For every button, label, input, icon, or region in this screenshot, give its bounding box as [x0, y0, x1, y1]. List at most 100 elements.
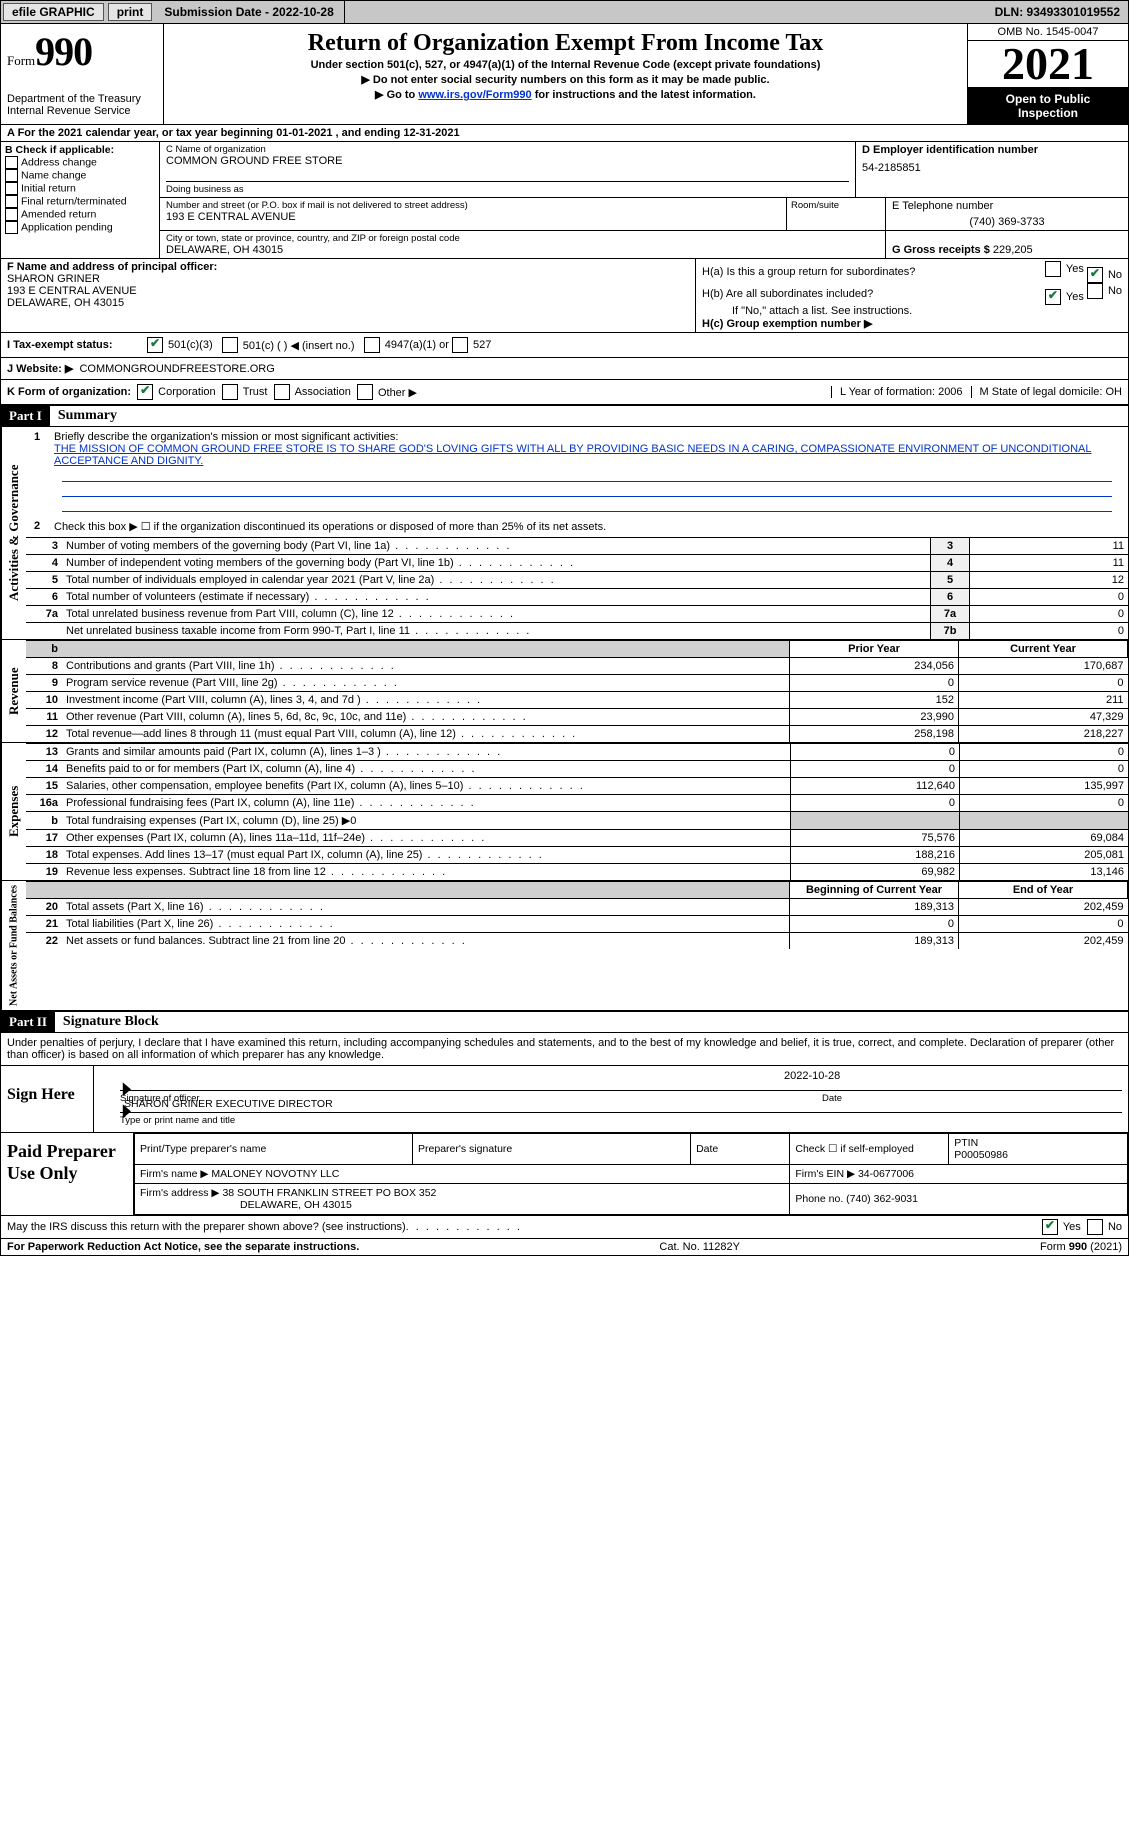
chk-name-change[interactable]: Name change [5, 169, 155, 182]
dept-treasury: Department of the Treasury [7, 93, 157, 105]
org-name: COMMON GROUND FREE STORE [166, 155, 849, 167]
sig-line-2: SHARON GRINER EXECUTIVE DIRECTOR [120, 1112, 1122, 1113]
line-a-calendar-year: A For the 2021 calendar year, or tax yea… [0, 125, 1129, 142]
table-row: 19 Revenue less expenses. Subtract line … [26, 864, 1128, 881]
table-row: 11 Other revenue (Part VIII, column (A),… [26, 709, 1128, 726]
h-b-no[interactable]: No [1087, 283, 1122, 299]
penalty-statement: Under penalties of perjury, I declare th… [0, 1033, 1129, 1066]
line-2-num: 2 [34, 520, 40, 532]
city-label: City or town, state or province, country… [166, 233, 879, 244]
chk-amended[interactable]: Amended return [5, 208, 155, 221]
irs-link[interactable]: www.irs.gov/Form990 [418, 89, 531, 101]
chk-final-return[interactable]: Final return/terminated [5, 195, 155, 208]
mission-rule-3 [62, 497, 1112, 512]
eoy-hdr: End of Year [959, 882, 1128, 899]
dba-label: Doing business as [166, 181, 849, 195]
web-label: J Website: ▶ [7, 362, 73, 375]
chk-527[interactable]: 527 [452, 337, 491, 353]
paid-row-3: Firm's address ▶ 38 SOUTH FRANKLIN STREE… [135, 1183, 1128, 1214]
h-b-label: H(b) Are all subordinates included? [702, 288, 873, 300]
chk-application-pending[interactable]: Application pending [5, 221, 155, 234]
table-row: 15 Salaries, other compensation, employe… [26, 778, 1128, 795]
org-name-cell: C Name of organization COMMON GROUND FRE… [160, 142, 855, 197]
current-year-hdr: Current Year [959, 641, 1128, 658]
footer-left: For Paperwork Reduction Act Notice, see … [7, 1241, 359, 1253]
vlabel-governance: Activities & Governance [1, 427, 26, 639]
open-to-public: Open to Public Inspection [968, 88, 1128, 124]
vlabel-revenue: Revenue [1, 640, 26, 742]
room-label: Room/suite [791, 200, 881, 211]
table-row: 4 Number of independent voting members o… [26, 555, 1128, 572]
rev-hdr-b: b [26, 641, 62, 658]
table-row: 5 Total number of individuals employed i… [26, 572, 1128, 589]
boy-hdr: Beginning of Current Year [790, 882, 959, 899]
sig-date: 2022-10-28 [784, 1070, 840, 1082]
chk-initial-return[interactable]: Initial return [5, 182, 155, 195]
table-row: 12 Total revenue—add lines 8 through 11 … [26, 726, 1128, 743]
line-2-block: 2 Check this box ▶ ☐ if the organization… [26, 516, 1128, 537]
chk-address-change[interactable]: Address change [5, 156, 155, 169]
table-row: 22 Net assets or fund balances. Subtract… [26, 933, 1128, 950]
chk-corp[interactable]: Corporation [137, 384, 215, 400]
h-a-no[interactable]: No [1087, 267, 1122, 283]
table-row: 17 Other expenses (Part IX, column (A), … [26, 830, 1128, 847]
table-row: 14 Benefits paid to or for members (Part… [26, 761, 1128, 778]
mission-block: 1 Briefly describe the organization's mi… [26, 427, 1128, 516]
table-row: 9 Program service revenue (Part VIII, li… [26, 675, 1128, 692]
firm-addr-cell: Firm's address ▶ 38 SOUTH FRANKLIN STREE… [135, 1183, 790, 1214]
open-line-2: Inspection [1018, 106, 1078, 120]
table-row: 6 Total number of volunteers (estimate i… [26, 589, 1128, 606]
efile-graphic-label: efile GRAPHIC [3, 3, 104, 21]
part-1-badge: Part I [1, 406, 50, 426]
prep-self-emp: Check ☐ if self-employed [790, 1133, 949, 1164]
chk-4947[interactable]: 4947(a)(1) or [364, 337, 449, 353]
open-line-1: Open to Public [1006, 92, 1091, 106]
ein-label: D Employer identification number [862, 144, 1122, 156]
telephone-cell: E Telephone number (740) 369-3733 [886, 198, 1128, 230]
h-c-label: H(c) Group exemption number ▶ [702, 317, 1122, 330]
website-row: J Website: ▶ COMMONGROUNDFREESTORE.ORG [0, 358, 1129, 380]
table-row: 8 Contributions and grants (Part VIII, l… [26, 658, 1128, 675]
chk-501c[interactable]: 501(c) ( ) ◀ (insert no.) [222, 337, 355, 353]
mission-text: THE MISSION OF COMMON GROUND FREE STORE … [54, 443, 1091, 467]
city-value: DELAWARE, OH 43015 [166, 244, 879, 256]
discuss-text: May the IRS discuss this return with the… [7, 1221, 406, 1233]
identity-block: B Check if applicable: Address change Na… [0, 142, 1129, 259]
prep-name-lbl: Print/Type preparer's name [135, 1133, 413, 1164]
tax-exempt-row: I Tax-exempt status: 501(c)(3) 501(c) ( … [0, 333, 1129, 358]
table-row: 20 Total assets (Part X, line 16) 189,31… [26, 899, 1128, 916]
h-b-yes[interactable]: Yes [1045, 289, 1084, 305]
chk-501c3[interactable]: 501(c)(3) [147, 337, 213, 353]
discuss-no[interactable]: No [1087, 1219, 1122, 1235]
sig-line-1 [120, 1090, 1122, 1091]
line-1-num: 1 [34, 431, 40, 443]
h-a-yes[interactable]: Yes [1045, 261, 1084, 277]
governance-table: 3 Number of voting members of the govern… [26, 537, 1128, 639]
print-button[interactable]: print [108, 3, 153, 21]
dln-label: DLN: 93493301019552 [995, 5, 1128, 19]
tel-value: (740) 369-3733 [892, 216, 1122, 228]
ein-value: 54-2185851 [862, 162, 1122, 174]
table-row: b Total fundraising expenses (Part IX, c… [26, 812, 1128, 830]
form-id-block: Form990 Department of the Treasury Inter… [1, 24, 164, 124]
ein-cell: D Employer identification number 54-2185… [855, 142, 1128, 197]
sign-here-block: Sign Here 2022-10-28 Signature of office… [0, 1066, 1129, 1133]
chk-other[interactable]: Other ▶ [357, 384, 417, 400]
prep-sig-lbl: Preparer's signature [413, 1133, 691, 1164]
vlabel-expenses: Expenses [1, 743, 26, 880]
col-b-header: B Check if applicable: [5, 144, 155, 156]
sign-body: 2022-10-28 Signature of officer Date SHA… [94, 1066, 1128, 1132]
chk-trust[interactable]: Trust [222, 384, 268, 400]
section-net-assets: Net Assets or Fund Balances Beginning of… [0, 881, 1129, 1011]
footer-right: Form 990 (2021) [1040, 1241, 1122, 1253]
go-to-prefix: ▶ Go to [375, 89, 418, 101]
subtitle-1: Under section 501(c), 527, or 4947(a)(1)… [172, 59, 959, 71]
street-value: 193 E CENTRAL AVENUE [166, 211, 780, 223]
discuss-yes[interactable]: Yes [1042, 1219, 1081, 1235]
table-row: 16a Professional fundraising fees (Part … [26, 795, 1128, 812]
chk-assoc[interactable]: Association [274, 384, 351, 400]
sig-caption-2: Type or print name and title [120, 1115, 1122, 1126]
gross-label: G Gross receipts $ [892, 244, 990, 256]
col-c-name-addr: C Name of organization COMMON GROUND FRE… [160, 142, 1128, 258]
street-cell: Number and street (or P.O. box if mail i… [160, 198, 787, 230]
